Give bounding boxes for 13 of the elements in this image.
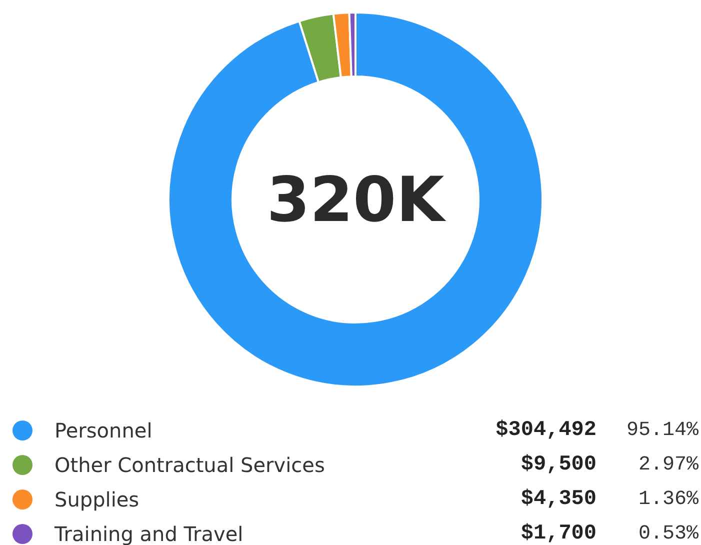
text: 0.53% <box>638 522 699 545</box>
text: $4,350 <box>520 488 597 511</box>
legend-label: Training and Travel <box>54 522 244 545</box>
legend-label: Supplies <box>54 488 140 512</box>
text: $9,500 <box>520 454 597 476</box>
text: 2.97% <box>638 454 699 476</box>
text: $1,700 <box>520 522 597 545</box>
text: 95.14% <box>626 419 699 442</box>
text: 320K <box>266 163 446 236</box>
text: 1.36% <box>638 488 699 511</box>
legend-label: Other Contractual Services <box>54 453 325 477</box>
text: $304,492 <box>496 419 597 442</box>
legend-label: Personnel <box>54 418 152 442</box>
